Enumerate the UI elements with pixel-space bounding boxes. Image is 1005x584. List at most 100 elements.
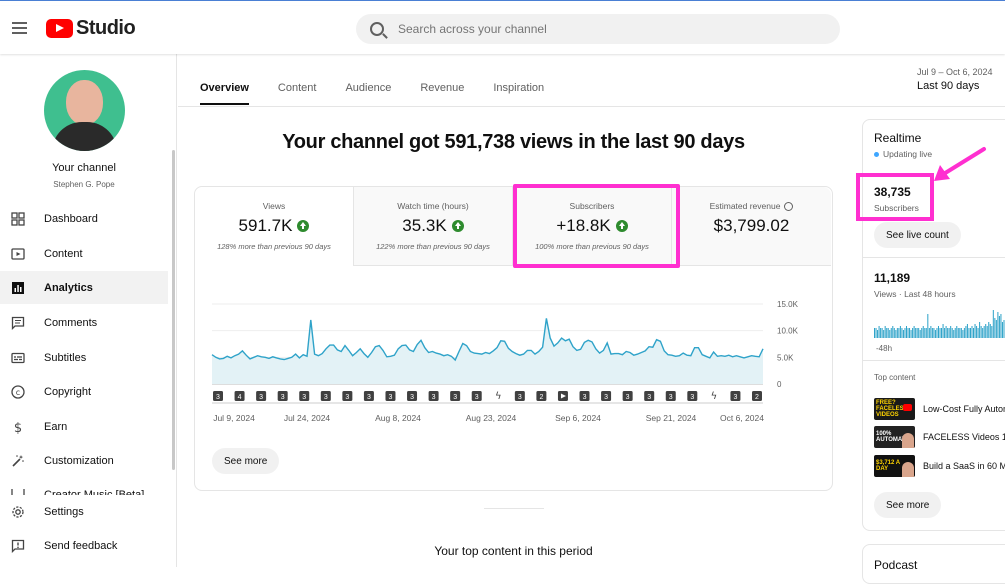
realtime-bar[interactable]	[979, 322, 981, 338]
realtime-bar[interactable]	[953, 330, 955, 338]
realtime-bar[interactable]	[1001, 322, 1003, 338]
sidebar-item-earn[interactable]: $ Earn	[0, 410, 168, 443]
realtime-bar[interactable]	[896, 328, 898, 338]
video-marker[interactable]	[644, 391, 655, 401]
sidebar-item-dashboard[interactable]: Dashboard	[0, 202, 168, 235]
sidebar-item-content[interactable]: Content	[0, 237, 168, 270]
sidebar-scrollbar[interactable]	[172, 150, 175, 470]
realtime-bar[interactable]	[941, 328, 943, 338]
video-marker[interactable]	[320, 391, 331, 401]
studio-logo[interactable]: Studio	[46, 17, 136, 40]
realtime-bar[interactable]	[875, 328, 877, 338]
realtime-bar[interactable]	[883, 330, 885, 338]
video-marker[interactable]	[579, 391, 590, 401]
realtime-bar[interactable]	[948, 328, 950, 338]
realtime-bar[interactable]	[884, 326, 886, 338]
realtime-bar[interactable]	[960, 328, 962, 338]
realtime-bar[interactable]	[934, 330, 936, 338]
realtime-bar[interactable]	[912, 328, 914, 338]
sidebar-item-comments[interactable]: Comments	[0, 306, 168, 339]
video-marker[interactable]	[234, 391, 245, 401]
realtime-bar[interactable]	[881, 328, 883, 338]
realtime-bar[interactable]	[950, 326, 952, 338]
realtime-bar[interactable]	[890, 328, 892, 338]
video-marker[interactable]	[450, 391, 461, 401]
top-content-item[interactable]: 100% AUTOMATED FACELESS Videos 100%	[874, 426, 1005, 448]
sidebar-item-subtitles[interactable]: Subtitles	[0, 341, 168, 374]
views-line-chart[interactable]: 15.0K 10.0K 5.0K 0 3 4 3 3 3 3 3 3 3 3 3 3 3 ϟ 3 2 3 3 3 3 3 3 ϟ 3 2…	[205, 295, 805, 425]
video-marker[interactable]	[730, 391, 741, 401]
sidebar-item-customization[interactable]: Customization	[0, 444, 168, 477]
sidebar-item-creator-music[interactable]: Creator Music [Beta]	[0, 479, 168, 495]
tab-revenue[interactable]: Revenue	[420, 82, 465, 94]
realtime-bar[interactable]	[983, 326, 985, 338]
metric-revenue[interactable]: Estimated revenue $3,799.02	[672, 187, 831, 266]
realtime-bar[interactable]	[959, 328, 961, 338]
realtime-bar[interactable]	[921, 328, 923, 338]
realtime-bar[interactable]	[878, 326, 880, 338]
realtime-bar[interactable]	[947, 328, 949, 338]
video-marker[interactable]	[622, 391, 633, 401]
realtime-bar[interactable]	[957, 328, 959, 338]
realtime-bar[interactable]	[988, 322, 990, 338]
realtime-bar[interactable]	[892, 326, 894, 338]
realtime-bar[interactable]	[887, 328, 889, 338]
realtime-bar[interactable]	[907, 328, 909, 338]
video-marker[interactable]	[342, 391, 353, 401]
realtime-bar[interactable]	[963, 328, 965, 338]
video-marker[interactable]	[299, 391, 310, 401]
realtime-bar[interactable]	[904, 328, 906, 338]
realtime-bar[interactable]	[995, 320, 997, 338]
realtime-bar[interactable]	[909, 328, 911, 338]
realtime-bar[interactable]	[905, 326, 908, 338]
video-marker[interactable]	[428, 391, 439, 401]
date-range-text[interactable]: Jul 9 – Oct 6, 2024	[917, 67, 993, 77]
video-marker[interactable]	[665, 391, 676, 401]
realtime-bar[interactable]	[971, 326, 973, 338]
realtime-bar[interactable]	[936, 328, 938, 338]
realtime-bar[interactable]	[965, 326, 967, 338]
realtime-bar[interactable]	[931, 328, 933, 338]
realtime-bar[interactable]	[919, 330, 921, 338]
realtime-bar[interactable]	[899, 326, 901, 338]
realtime-bar[interactable]	[956, 326, 958, 338]
realtime-bar[interactable]	[902, 330, 904, 338]
video-marker[interactable]	[514, 391, 525, 401]
realtime-bar[interactable]	[986, 326, 988, 338]
realtime-bar[interactable]	[980, 326, 982, 338]
top-content-item[interactable]: FREE? FACELESS VIDEOS Low-Cost Fully Aut…	[874, 398, 1005, 420]
search-input[interactable]	[398, 22, 798, 36]
tab-inspiration[interactable]: Inspiration	[493, 82, 545, 94]
realtime-bar[interactable]	[901, 328, 903, 338]
sidebar-item-settings[interactable]: Settings	[0, 495, 168, 528]
video-marker[interactable]	[601, 391, 612, 401]
realtime-bar[interactable]	[933, 328, 935, 338]
realtime-bar[interactable]	[1000, 314, 1002, 338]
realtime-bar[interactable]	[977, 328, 979, 338]
video-marker[interactable]	[752, 391, 762, 401]
tab-overview[interactable]: Overview	[200, 82, 249, 105]
realtime-bar[interactable]	[880, 328, 882, 338]
video-marker[interactable]	[256, 391, 267, 401]
video-marker[interactable]	[385, 391, 396, 401]
metric-watch-time[interactable]: Watch time (hours) 35.3K 122% more than …	[354, 187, 513, 266]
realtime-bar[interactable]	[969, 328, 971, 338]
realtime-bar[interactable]	[925, 328, 927, 338]
realtime-bar[interactable]	[951, 328, 953, 338]
realtime-bar[interactable]	[874, 328, 876, 338]
video-marker[interactable]	[213, 391, 223, 401]
tab-content[interactable]: Content	[277, 82, 317, 94]
realtime-bar[interactable]	[895, 330, 897, 338]
top-content-item[interactable]: $3,712 A DAY Build a SaaS in 60 Minutes	[874, 455, 1005, 477]
realtime-bar[interactable]	[942, 324, 944, 338]
video-marker[interactable]	[363, 391, 374, 401]
see-more-button[interactable]: See more	[212, 448, 280, 474]
menu-icon[interactable]	[12, 22, 27, 34]
realtime-bar[interactable]	[898, 328, 900, 338]
realtime-bar[interactable]	[939, 328, 941, 338]
realtime-bar[interactable]	[916, 328, 918, 338]
realtime-bar-chart[interactable]	[874, 308, 1005, 338]
realtime-bar[interactable]	[1003, 320, 1005, 338]
realtime-bar[interactable]	[991, 326, 993, 338]
realtime-bar[interactable]	[924, 328, 926, 338]
